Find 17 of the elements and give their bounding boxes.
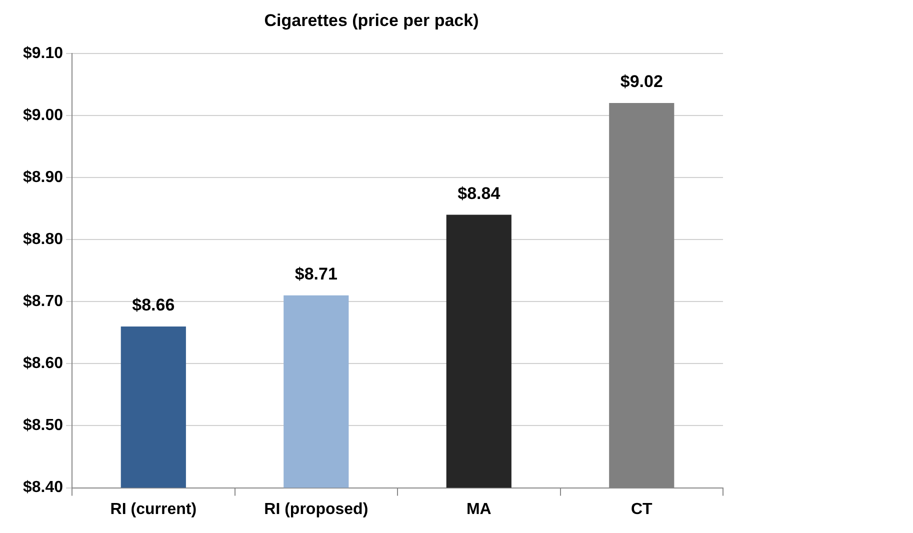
data-label: $8.66 — [132, 296, 175, 315]
y-tick-label: $8.60 — [22, 355, 64, 372]
y-tick-label: $8.90 — [22, 168, 64, 186]
x-tick-label: MA — [466, 500, 492, 518]
y-tick-label: $8.40 — [22, 479, 64, 496]
data-label: $8.71 — [294, 264, 338, 284]
y-tick-label: $8.80 — [22, 230, 64, 248]
x-tick-label: CT — [630, 500, 653, 518]
data-label: $9.02 — [620, 72, 663, 92]
y-tick-label: $8.70 — [22, 293, 64, 310]
x-tick-label: RI (proposed) — [264, 500, 368, 518]
y-tick-label: $9.10 — [22, 44, 64, 62]
y-tick-label: $9.00 — [22, 106, 64, 124]
x-tick-label: RI (current) — [110, 500, 197, 518]
y-tick-label: $8.50 — [22, 417, 64, 434]
chart-title: Cigarettes (price per pack) — [264, 10, 479, 30]
data-label: $8.84 — [458, 184, 501, 203]
